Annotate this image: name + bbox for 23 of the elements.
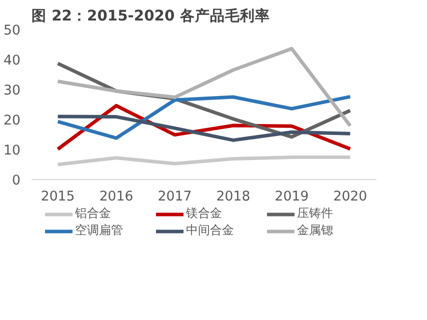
legend-label: 金属锶 bbox=[297, 222, 334, 239]
x-tick-label: 2016 bbox=[99, 190, 134, 204]
y-tick-label: 20 bbox=[4, 114, 21, 128]
line-series bbox=[56, 94, 352, 140]
y-tick-label: 0 bbox=[12, 174, 21, 188]
x-tick-label: 2018 bbox=[216, 190, 250, 204]
legend-label: 空调扁管 bbox=[75, 222, 124, 239]
legend-label: 中间合金 bbox=[186, 222, 235, 239]
x-tick-label: 2019 bbox=[274, 190, 309, 204]
x-tick-label: 2017 bbox=[158, 190, 192, 204]
x-tick-label: 2020 bbox=[333, 190, 368, 204]
y-tick-label: 50 bbox=[4, 24, 21, 38]
legend-label: 铝合金 bbox=[75, 205, 112, 222]
x-tick-label: 2015 bbox=[40, 190, 75, 204]
y-tick-label: 40 bbox=[4, 54, 21, 68]
line-series bbox=[56, 46, 352, 128]
y-tick-label: 10 bbox=[4, 144, 21, 158]
line-series bbox=[56, 114, 352, 142]
chart-title: 图 22：2015-2020 各产品毛利率 bbox=[32, 6, 270, 24]
y-tick-label: 30 bbox=[4, 84, 21, 98]
legend-label: 镁合金 bbox=[186, 205, 223, 222]
legend-label: 压铸件 bbox=[297, 205, 334, 222]
line-series bbox=[56, 156, 352, 166]
